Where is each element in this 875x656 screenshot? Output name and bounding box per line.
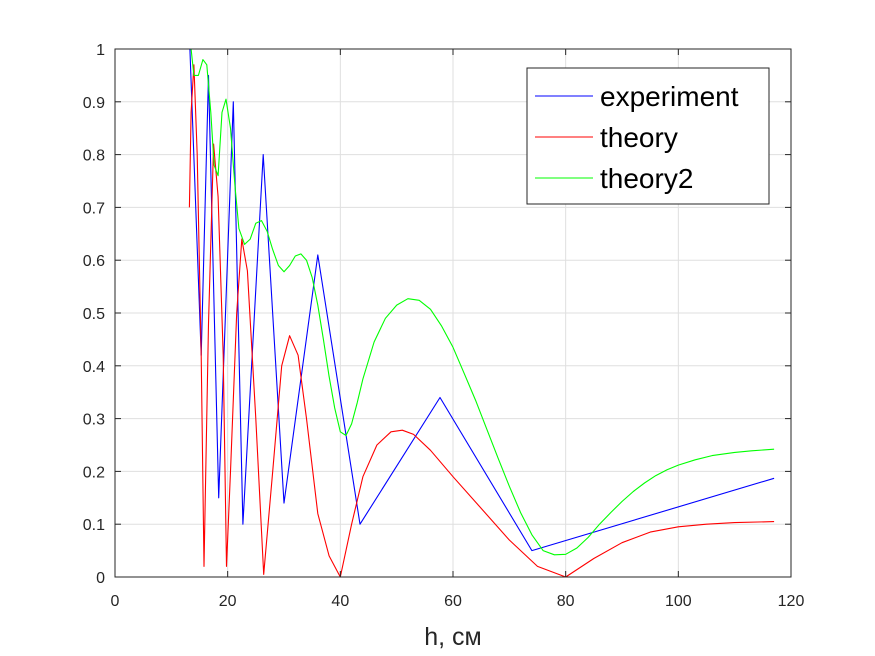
x-tick-label: 120 (778, 593, 805, 610)
y-tick-label: 0.3 (83, 412, 105, 429)
y-tick-label: 0.5 (83, 306, 105, 323)
x-axis-title: h, см (424, 623, 481, 651)
y-tick-label: 0.7 (83, 200, 105, 217)
legend-label-experiment: experiment (600, 81, 739, 112)
y-tick-label: 0.2 (83, 464, 105, 481)
legend-label-theory: theory (600, 122, 678, 153)
series-layer (188, 48, 775, 578)
x-tick-label: 0 (111, 593, 120, 610)
tick-labels: 0 20 40 60 80 100 120 0 0.1 0.2 0.3 0.4 0.5 0.6 0.7 0.8… (83, 42, 805, 610)
y-tick-label: 0.4 (83, 359, 105, 376)
x-tick-label: 60 (444, 593, 462, 610)
x-tick-label: 40 (331, 593, 349, 610)
legend: experiment theory theory2 (526, 67, 770, 205)
y-tick-label: 1 (96, 42, 105, 59)
legend-label-theory2: theory2 (600, 163, 693, 194)
y-tick-label: 0.8 (83, 148, 105, 165)
x-tick-label: 80 (557, 593, 575, 610)
x-tick-label: 100 (665, 593, 692, 610)
ticks (114, 48, 792, 578)
series-line-theory2 (190, 48, 775, 556)
y-tick-label: 0.9 (83, 95, 105, 112)
legend-box (526, 67, 770, 205)
series-line-experiment (189, 48, 775, 552)
y-tick-label: 0 (96, 570, 105, 587)
series-line-theory (188, 64, 775, 578)
y-tick-label: 0.1 (83, 517, 105, 534)
y-tick-label: 0.6 (83, 253, 105, 270)
x-tick-label: 20 (219, 593, 237, 610)
